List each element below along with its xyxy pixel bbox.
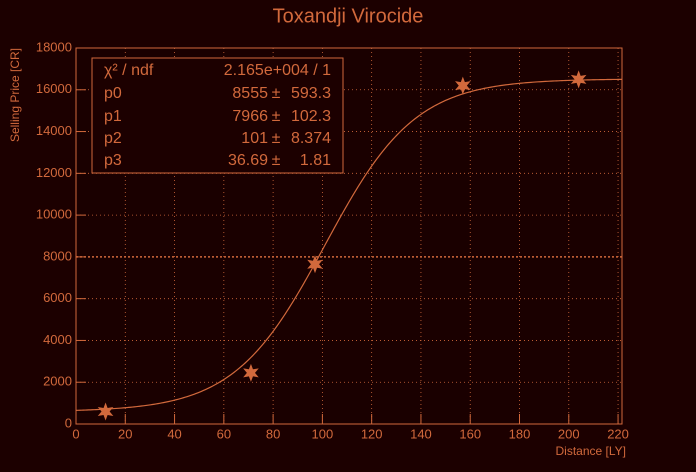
y-tick-label: 6000 — [43, 290, 72, 305]
param-value: 8555 — [232, 85, 268, 102]
y-tick-label: 8000 — [43, 248, 72, 263]
y-tick-label: 16000 — [36, 81, 72, 96]
param-pm: ± — [272, 152, 281, 169]
x-tick-label: 120 — [361, 426, 383, 441]
x-tick-label: 180 — [509, 426, 531, 441]
param-name: p1 — [104, 108, 122, 125]
y-tick-label: 4000 — [43, 332, 72, 347]
fit-curve — [75, 78, 623, 411]
y-tick-label: 0 — [65, 415, 72, 430]
x-tick-label: 60 — [217, 426, 231, 441]
stats-value: 2.165e+004 / 1 — [224, 62, 331, 79]
data-point — [243, 363, 259, 382]
param-name: p2 — [104, 130, 122, 147]
param-value: 101 — [241, 130, 268, 147]
x-tick-label: 40 — [167, 426, 181, 441]
x-tick-label: 200 — [558, 426, 580, 441]
data-point — [570, 70, 587, 89]
param-name: p3 — [104, 152, 122, 169]
param-value: 36.69 — [228, 152, 268, 169]
y-axis-title: Selling Price [CR] — [8, 48, 22, 142]
param-pm: ± — [272, 85, 281, 102]
y-tick-label: 18000 — [36, 39, 72, 54]
param-error: 1.81 — [300, 152, 331, 169]
param-error: 102.3 — [291, 108, 331, 125]
param-error: 8.374 — [291, 130, 331, 147]
y-tick-label: 12000 — [36, 165, 72, 180]
x-tick-label: 20 — [118, 426, 132, 441]
data-point — [455, 76, 471, 95]
x-tick-label: 140 — [410, 426, 432, 441]
y-tick-label: 10000 — [36, 207, 72, 222]
data-point — [97, 402, 114, 421]
x-tick-label: 220 — [607, 426, 629, 441]
x-tick-label: 80 — [266, 426, 280, 441]
y-tick-label: 14000 — [36, 123, 72, 138]
param-pm: ± — [272, 130, 281, 147]
x-tick-label: 0 — [72, 426, 79, 441]
stats-label: χ² / ndf — [104, 62, 154, 79]
x-tick-label: 160 — [459, 426, 481, 441]
x-tick-label: 100 — [312, 426, 334, 441]
param-pm: ± — [272, 108, 281, 125]
param-error: 593.3 — [291, 85, 331, 102]
chart-title: Toxandji Virocide — [273, 5, 424, 27]
param-name: p0 — [104, 85, 122, 102]
param-value: 7966 — [232, 108, 268, 125]
stats-box — [91, 57, 344, 174]
y-tick-label: 2000 — [43, 374, 72, 389]
data-point — [307, 255, 323, 274]
x-axis-title: Distance [LY] — [556, 444, 626, 458]
